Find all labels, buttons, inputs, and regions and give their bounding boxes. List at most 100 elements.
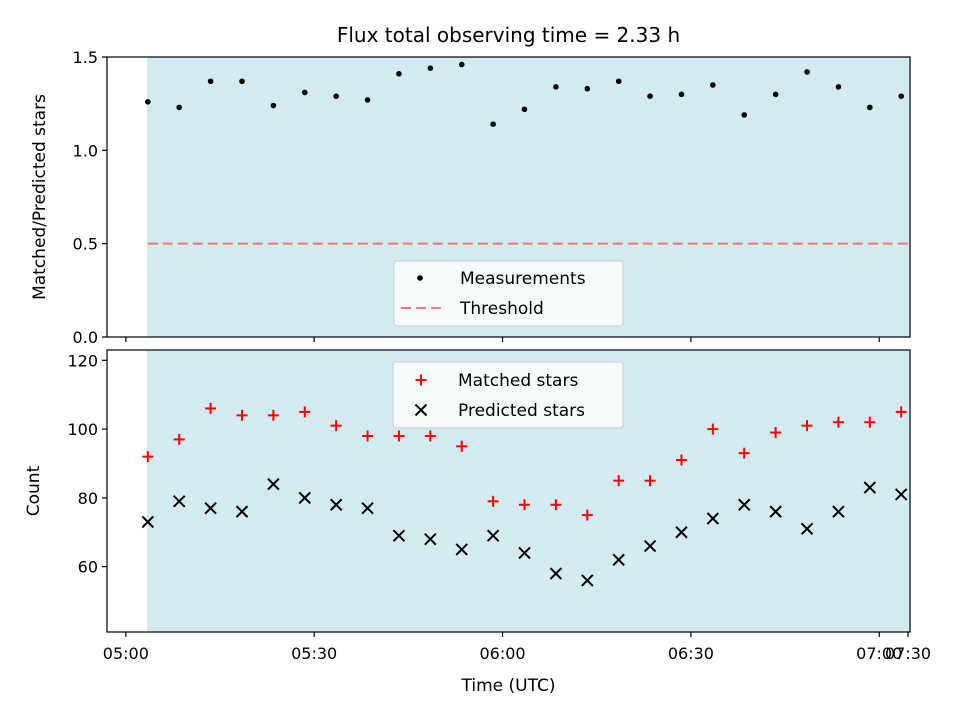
matched-star-point bbox=[895, 406, 907, 418]
measurement-point bbox=[270, 102, 277, 109]
predicted-star-point-b bbox=[204, 501, 217, 515]
predicted-star-point bbox=[204, 501, 217, 515]
matched-star-point bbox=[393, 430, 405, 442]
top-y-tick-label: 0.0 bbox=[73, 328, 98, 347]
matched-star-point bbox=[613, 475, 625, 487]
matched-star-point bbox=[236, 409, 248, 421]
measurement-point bbox=[772, 91, 779, 98]
top-legend: Measurements Threshold bbox=[393, 260, 624, 327]
predicted-star-point-b bbox=[518, 546, 531, 560]
predicted-star-point bbox=[895, 488, 908, 501]
bottom-x-tick-label: 07:00 bbox=[856, 644, 902, 663]
predicted-star-point bbox=[738, 498, 751, 511]
measurement-point bbox=[333, 93, 339, 99]
predicted-star-point-b bbox=[455, 543, 468, 556]
predicted-star-point bbox=[455, 543, 468, 556]
bottom-x-tick-label: 07:30 bbox=[885, 644, 931, 663]
predicted-stars-points bbox=[141, 477, 908, 587]
predicted-star-point-b bbox=[424, 532, 437, 546]
top-panel: 0.0 0.5 1.0 1.5 Flux total observing time =… bbox=[30, 23, 911, 347]
predicted-star-point bbox=[486, 529, 500, 542]
predicted-star-point bbox=[235, 505, 249, 518]
legend-measurements-marker bbox=[417, 275, 423, 281]
predicted-star-point-b bbox=[392, 529, 406, 542]
bottom-y-tick-label: 80 bbox=[78, 489, 98, 508]
chart-title: Flux total observing time = 2.33 h bbox=[337, 23, 680, 47]
predicted-star-point-b bbox=[863, 481, 877, 494]
measurement-point bbox=[678, 91, 685, 98]
measurement-points bbox=[145, 61, 905, 127]
top-y-tick-label: 0.5 bbox=[73, 235, 98, 254]
bottom-y-tick-label: 100 bbox=[67, 420, 98, 439]
top-x-ticks bbox=[125, 337, 880, 342]
matched-star-point bbox=[362, 430, 374, 442]
predicted-star-point bbox=[518, 546, 531, 560]
bottom-legend: Matched stars Predicted stars bbox=[392, 361, 624, 429]
bottom-legend-box bbox=[392, 361, 624, 429]
predicted-star-point bbox=[361, 501, 374, 515]
bottom-y-tick-label: 120 bbox=[67, 351, 98, 370]
matched-star-point bbox=[864, 416, 876, 428]
bottom-y-ticks: 60 80 100 120 bbox=[67, 351, 107, 577]
predicted-star-point bbox=[172, 495, 186, 508]
predicted-star-point bbox=[329, 498, 343, 511]
predicted-star-point bbox=[392, 529, 406, 542]
predicted-star-point-b bbox=[235, 505, 249, 518]
predicted-star-point-b bbox=[675, 526, 688, 539]
matched-star-point bbox=[205, 402, 217, 414]
measurement-point bbox=[804, 69, 810, 75]
predicted-star-point bbox=[549, 567, 563, 580]
predicted-star-point-b bbox=[800, 522, 814, 536]
measurement-point bbox=[364, 97, 371, 103]
top-y-axis-label: Matched/Predicted stars bbox=[30, 94, 50, 300]
legend-threshold-label: Threshold bbox=[459, 299, 544, 319]
measurement-point bbox=[647, 93, 653, 99]
matched-star-point bbox=[487, 495, 499, 507]
predicted-star-point-b bbox=[267, 477, 280, 491]
measurement-point bbox=[145, 99, 151, 105]
measurement-point bbox=[458, 61, 465, 68]
measurement-point bbox=[207, 78, 214, 85]
measurement-point bbox=[615, 78, 622, 85]
measurement-point bbox=[835, 84, 842, 90]
predicted-star-point-b bbox=[486, 529, 500, 542]
legend-matched-marker bbox=[415, 374, 427, 386]
top-y-ticks: 0.0 0.5 1.0 1.5 bbox=[73, 48, 107, 347]
predicted-star-point bbox=[298, 491, 311, 505]
matched-star-point bbox=[675, 454, 687, 466]
bottom-x-tick-label: 06:30 bbox=[668, 644, 714, 663]
bottom-y-tick-label: 60 bbox=[78, 558, 98, 577]
measurement-point bbox=[427, 65, 434, 71]
matched-star-point bbox=[330, 420, 342, 432]
bottom-y-axis-label: Count bbox=[24, 465, 44, 516]
predicted-star-point-b bbox=[329, 498, 343, 511]
matched-star-point bbox=[801, 420, 813, 432]
top-axes-frame bbox=[106, 56, 911, 338]
predicted-star-point bbox=[424, 532, 437, 546]
predicted-star-point-b bbox=[832, 505, 845, 518]
predicted-star-point bbox=[581, 574, 594, 587]
matched-star-point bbox=[707, 423, 719, 435]
predicted-star-point-b bbox=[612, 553, 625, 566]
legend-predicted-marker bbox=[414, 403, 428, 417]
top-legend-box bbox=[393, 260, 624, 327]
matched-star-point bbox=[550, 499, 562, 511]
matched-star-point bbox=[644, 475, 656, 487]
predicted-star-point-b bbox=[549, 567, 563, 580]
measurement-point bbox=[898, 93, 905, 99]
top-y-tick-label: 1.5 bbox=[73, 48, 98, 67]
predicted-star-point bbox=[706, 512, 720, 525]
predicted-star-point bbox=[643, 539, 657, 553]
matched-star-point bbox=[267, 409, 279, 421]
predicted-star-point-b bbox=[298, 491, 311, 505]
predicted-star-point-b bbox=[172, 495, 186, 508]
measurement-point bbox=[396, 71, 402, 77]
bottom-x-tick-label: 05:30 bbox=[291, 644, 337, 663]
predicted-star-point bbox=[267, 477, 280, 491]
predicted-star-point bbox=[832, 505, 845, 518]
legend-x-glyph bbox=[414, 403, 428, 417]
legend-measurements-label: Measurements bbox=[460, 269, 586, 289]
predicted-star-point-b bbox=[643, 539, 657, 553]
